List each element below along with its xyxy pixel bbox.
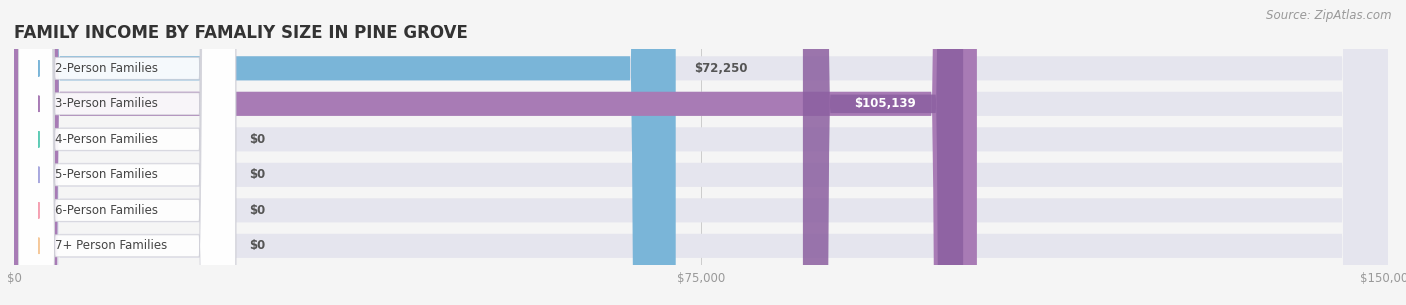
FancyBboxPatch shape [14, 0, 676, 305]
FancyBboxPatch shape [14, 0, 1388, 305]
FancyBboxPatch shape [14, 0, 1388, 305]
Text: 3-Person Families: 3-Person Families [55, 97, 157, 110]
Text: 6-Person Families: 6-Person Families [55, 204, 159, 217]
Text: $105,139: $105,139 [855, 97, 917, 110]
Text: $72,250: $72,250 [695, 62, 748, 75]
Text: FAMILY INCOME BY FAMALIY SIZE IN PINE GROVE: FAMILY INCOME BY FAMALIY SIZE IN PINE GR… [14, 24, 468, 42]
FancyBboxPatch shape [18, 0, 236, 305]
FancyBboxPatch shape [14, 0, 1388, 305]
Text: 7+ Person Families: 7+ Person Families [55, 239, 167, 252]
Text: $0: $0 [249, 133, 266, 146]
FancyBboxPatch shape [803, 0, 963, 305]
FancyBboxPatch shape [18, 0, 236, 305]
FancyBboxPatch shape [14, 0, 977, 305]
Text: $0: $0 [249, 168, 266, 181]
FancyBboxPatch shape [14, 0, 1388, 305]
FancyBboxPatch shape [18, 0, 236, 305]
Text: 2-Person Families: 2-Person Families [55, 62, 159, 75]
FancyBboxPatch shape [14, 0, 1388, 305]
FancyBboxPatch shape [18, 0, 236, 305]
FancyBboxPatch shape [18, 0, 236, 305]
FancyBboxPatch shape [18, 0, 236, 305]
Text: Source: ZipAtlas.com: Source: ZipAtlas.com [1267, 9, 1392, 22]
Text: $0: $0 [249, 204, 266, 217]
Text: 4-Person Families: 4-Person Families [55, 133, 159, 146]
FancyBboxPatch shape [14, 0, 1388, 305]
Text: $0: $0 [249, 239, 266, 252]
Text: 5-Person Families: 5-Person Families [55, 168, 157, 181]
